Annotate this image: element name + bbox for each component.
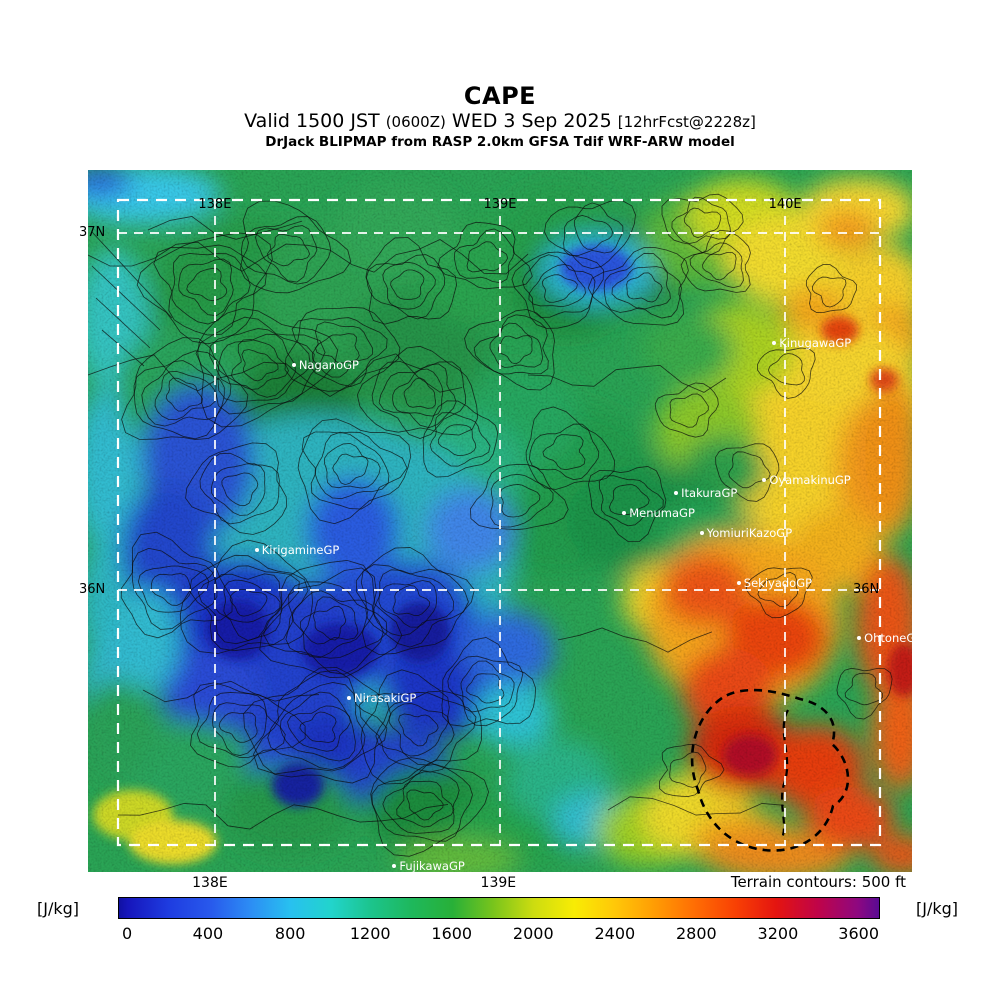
- lon-label-bottom: 139E: [480, 875, 517, 891]
- site-dot-icon: [857, 636, 862, 641]
- site-marker: NirasakiGP: [347, 691, 416, 705]
- bottom-lon-labels: 138E 139E: [88, 875, 912, 893]
- site-dot-icon: [622, 511, 627, 516]
- site-dot-icon: [392, 864, 397, 869]
- site-marker: OhtoneGP: [857, 631, 912, 645]
- colorbar-tick: 2400: [594, 924, 636, 943]
- colorbar-tick: 2000: [512, 924, 554, 943]
- site-dot-icon: [772, 340, 777, 345]
- site-label: YomiuriKazoGP: [706, 525, 793, 540]
- site-label: OyamakinuGP: [769, 473, 851, 488]
- terrain-contours: [88, 193, 893, 857]
- valid-time: Valid 1500 JST: [244, 110, 380, 133]
- site-label: SekiyadoGP: [743, 575, 813, 590]
- colorbar-tick: 0: [122, 924, 133, 943]
- cape-field-svg: [88, 170, 912, 872]
- lon-label-top: 138E: [198, 197, 232, 212]
- site-label: OhtoneGP: [864, 631, 912, 646]
- site-label: FujikawaGP: [399, 859, 465, 872]
- site-label: MenumaGP: [629, 506, 695, 521]
- lon-label-top: 140E: [768, 197, 802, 212]
- colorbar-tick: 3200: [757, 924, 799, 943]
- site-dot-icon: [347, 695, 352, 700]
- colorbar-tick: 800: [274, 924, 306, 943]
- prefecture-boundary: [690, 688, 850, 852]
- colorbar-tick: 2800: [675, 924, 717, 943]
- site-marker: KirigamineGP: [254, 542, 340, 557]
- model-line: DrJack BLIPMAP from RASP 2.0km GFSA Tdif…: [265, 134, 735, 151]
- site-dot-icon: [254, 547, 259, 552]
- map-overlay: 138E 139E 140E NaganoGP KinugawaGP OyamakinuG…: [88, 170, 912, 872]
- colorbar-tick: 1200: [349, 924, 391, 943]
- site-label: KinugawaGP: [779, 335, 852, 350]
- site-label: KirigamineGP: [261, 542, 340, 557]
- site-label: NirasakiGP: [354, 690, 417, 705]
- site-marker: MenumaGP: [622, 506, 695, 520]
- site-label: NaganoGP: [298, 358, 359, 373]
- valid-date: WED 3 Sep 2025: [451, 110, 612, 133]
- valid-line: Valid 1500 JST (0600Z) WED 3 Sep 2025 [1…: [0, 110, 1000, 132]
- site-dot-icon: [762, 478, 767, 483]
- colorbar: [118, 897, 880, 919]
- site-dot-icon: [736, 580, 741, 585]
- site-marker: OyamakinuGP: [762, 473, 851, 488]
- colorbar-gradient: [119, 898, 879, 918]
- cape-map: 138E 139E 140E NaganoGP KinugawaGP OyamakinuG…: [88, 170, 912, 872]
- site-dot-icon: [674, 490, 679, 495]
- site-marker: YomiuriKazoGP: [699, 525, 793, 540]
- site-marker: KinugawaGP: [772, 336, 851, 350]
- site-dot-icon: [291, 363, 296, 368]
- colorbar-tick: 3600: [838, 924, 880, 943]
- header: CAPE Valid 1500 JST (0600Z) WED 3 Sep 20…: [0, 82, 1000, 151]
- site-dot-icon: [699, 530, 704, 535]
- valid-zulu: (0600Z): [385, 113, 446, 132]
- site-marker: SekiyadoGP: [736, 575, 813, 590]
- terrain-contours-note: Terrain contours: 500 ft: [730, 873, 906, 891]
- site-label: ItakuraGP: [681, 485, 738, 500]
- forecast-tag: [12hrFcst@2228z]: [617, 113, 756, 132]
- site-marker: NaganoGP: [291, 358, 359, 373]
- units-label-left: [J/kg]: [37, 899, 80, 918]
- lon-label-bottom: 138E: [192, 875, 228, 891]
- latlon-grid: [116, 198, 882, 847]
- colorbar-tick: 400: [192, 924, 224, 943]
- colorbar-ticks: 0 400 800 1200 1600 2000 2400 2800 3200 3600: [118, 924, 880, 944]
- colorbar-tick: 1600: [431, 924, 473, 943]
- lon-label-top: 139E: [483, 197, 517, 212]
- site-marker: FujikawaGP: [392, 859, 465, 872]
- site-marker: ItakuraGP: [674, 486, 737, 500]
- page-title: CAPE: [463, 82, 537, 110]
- units-label-right: [J/kg]: [916, 899, 959, 918]
